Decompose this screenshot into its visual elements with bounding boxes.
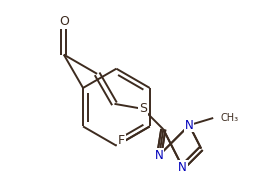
Text: S: S — [139, 102, 147, 115]
Text: N: N — [178, 161, 187, 174]
Text: F: F — [118, 134, 125, 147]
Text: O: O — [59, 15, 69, 28]
Text: N: N — [155, 149, 164, 162]
Text: N: N — [185, 119, 194, 132]
Text: CH₃: CH₃ — [220, 113, 238, 123]
